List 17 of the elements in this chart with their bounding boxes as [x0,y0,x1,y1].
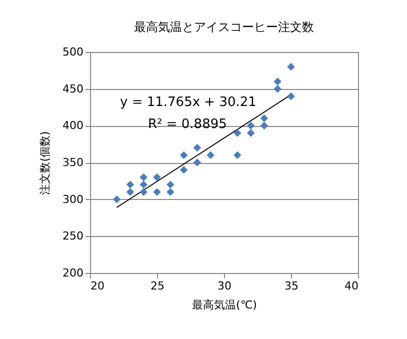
y-tick-label: 500 [62,46,84,58]
y-axis-title: 注文数(個数) [38,131,52,195]
x-tick-label: 30 [218,280,232,292]
y-tick-label: 200 [62,266,84,280]
annotation: y = 11.765x + 30.21 [120,95,256,110]
y-tick-label: 350 [62,156,84,169]
y-tick-label: 300 [62,192,84,206]
y-tick-label: 250 [62,230,84,243]
chart-title: 最高気温とアイスコーヒー注文数 [134,20,314,34]
y-tick-label: 450 [62,82,84,96]
y-tick-label: 400 [62,119,84,132]
x-tick-label: 20 [90,280,104,292]
x-axis-title: 最高気温(℃) [192,298,257,312]
x-tick-label: 35 [284,280,298,292]
x-tick-label: 40 [344,280,358,292]
annotation: R² = 0.8895 [148,117,227,132]
x-tick-label: 25 [150,280,164,292]
